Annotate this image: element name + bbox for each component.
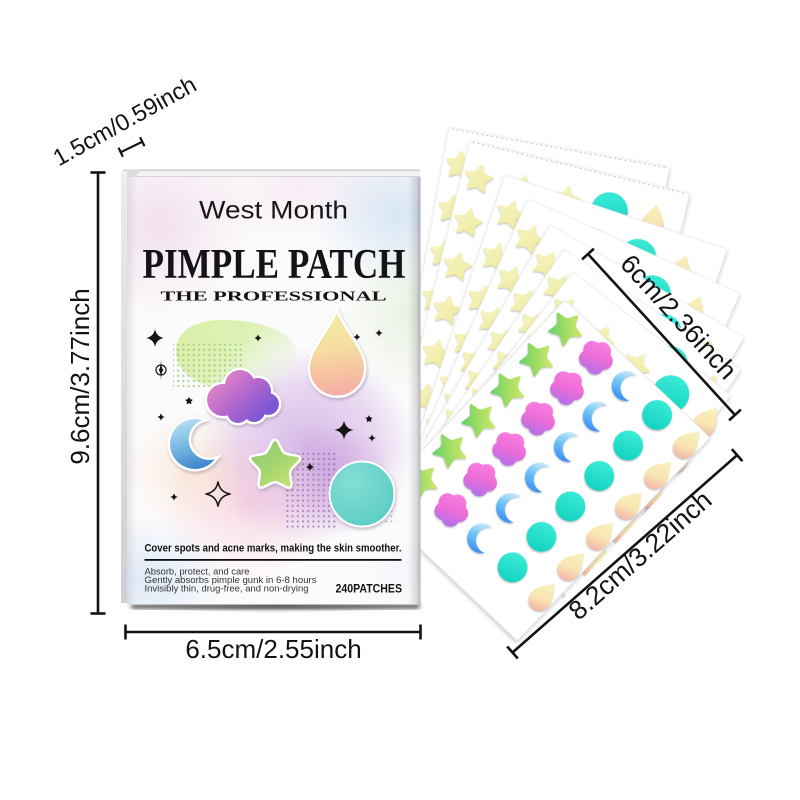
svg-text:Gently absorbs pimple gunk in: Gently absorbs pimple gunk in 6-8 hours bbox=[145, 575, 317, 585]
svg-text:Absorb, protect, and care: Absorb, protect, and care bbox=[145, 567, 250, 577]
svg-text:240PATCHES: 240PATCHES bbox=[336, 583, 403, 596]
svg-text:Cover spots and acne marks, ma: Cover spots and acne marks, making the s… bbox=[145, 543, 402, 555]
svg-text:West Month: West Month bbox=[199, 197, 348, 225]
svg-text:Invisibly thin, drug-free, and: Invisibly thin, drug-free, and non-dryin… bbox=[145, 584, 309, 594]
svg-text:6.5cm/2.55inch: 6.5cm/2.55inch bbox=[185, 634, 361, 664]
svg-text:PIMPLE PATCH: PIMPLE PATCH bbox=[143, 242, 406, 288]
svg-text:9.6cm/3.77inch: 9.6cm/3.77inch bbox=[65, 288, 95, 464]
svg-text:THE PROFESSIONAL: THE PROFESSIONAL bbox=[161, 289, 387, 304]
